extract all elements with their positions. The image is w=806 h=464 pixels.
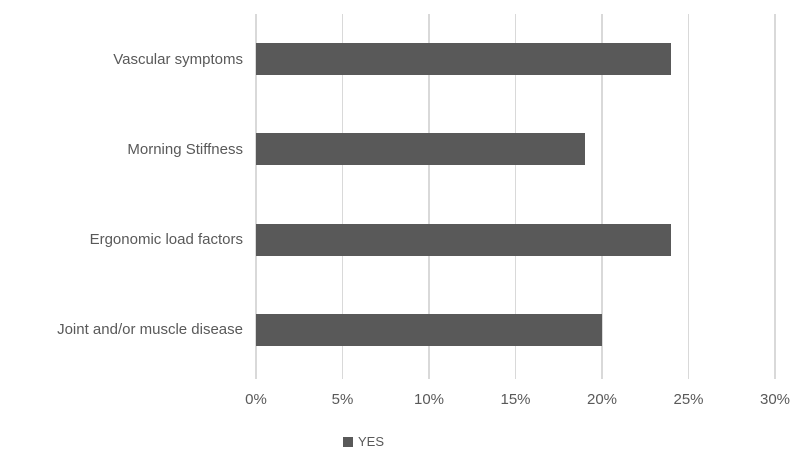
gridline: [601, 14, 603, 379]
category-label: Vascular symptoms: [113, 50, 243, 68]
bar: [256, 43, 672, 76]
legend-swatch-icon: [343, 436, 353, 447]
legend-label: YES: [358, 434, 385, 449]
x-axis-tick-label: 0%: [245, 391, 267, 408]
gridline: [341, 14, 344, 379]
x-axis-tick-label: 5%: [331, 391, 354, 408]
category-label: Morning Stiffness: [127, 140, 243, 158]
gridline: [774, 14, 776, 379]
x-axis-tick-label: 20%: [586, 391, 618, 408]
legend: YES: [343, 434, 384, 449]
bar: [256, 313, 602, 346]
category-label: Ergonomic load factors: [89, 231, 243, 249]
x-axis-tick-label: 15%: [500, 391, 531, 408]
gridline: [514, 14, 517, 379]
x-axis-tick-label: 25%: [673, 391, 704, 408]
x-axis-tick-label: 30%: [759, 391, 791, 408]
bar: [256, 223, 672, 256]
bar: [256, 133, 585, 166]
gridline: [428, 14, 430, 379]
gridline: [255, 14, 257, 379]
gridline: [687, 14, 690, 379]
x-axis-tick-label: 10%: [413, 391, 445, 408]
category-label: Joint and/or muscle disease: [57, 321, 243, 339]
